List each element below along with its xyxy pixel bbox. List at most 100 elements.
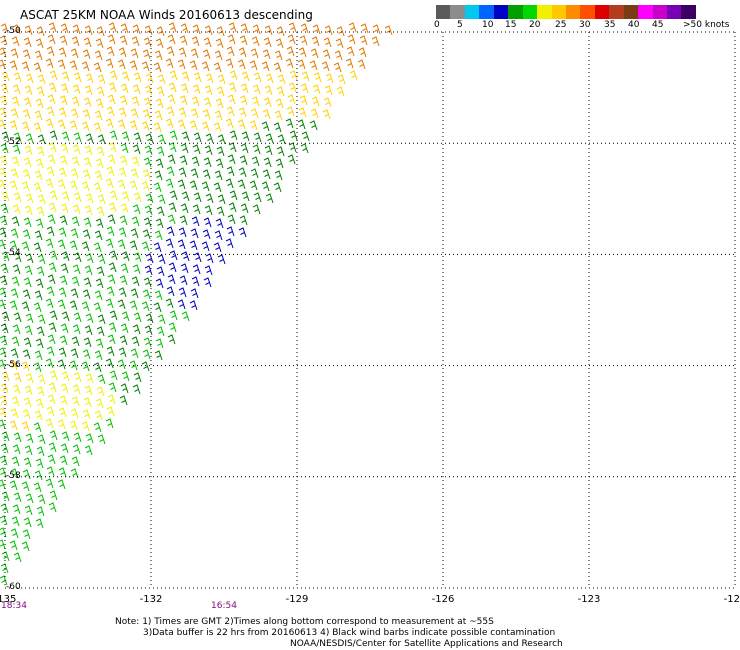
wind-barb	[93, 182, 102, 193]
wind-barb	[85, 193, 94, 204]
wind-barb	[21, 181, 30, 192]
wind-barb	[0, 167, 7, 178]
wind-barb	[33, 122, 42, 133]
wind-barb	[323, 37, 332, 48]
wind-barb	[249, 180, 258, 191]
wind-barb	[12, 204, 21, 215]
wind-barb	[82, 229, 91, 240]
wind-barb	[71, 156, 80, 167]
wind-barb	[274, 170, 283, 181]
wind-barb	[85, 373, 94, 384]
wind-barb	[131, 276, 140, 287]
wind-barb	[310, 48, 319, 59]
wind-barb	[70, 408, 79, 419]
wind-barb	[119, 335, 128, 346]
wind-barb	[156, 146, 165, 157]
wind-barb	[10, 228, 19, 239]
wind-barb	[157, 254, 166, 265]
wind-barb	[201, 181, 210, 192]
wind-barb	[1, 191, 10, 202]
wind-barb	[169, 310, 178, 321]
wind-barb	[81, 361, 90, 372]
wind-barb	[301, 71, 310, 82]
wind-barb	[22, 529, 31, 540]
wind-barb	[105, 118, 114, 129]
wind-barb	[118, 47, 127, 58]
wind-barb	[201, 61, 210, 72]
wind-barb	[130, 108, 139, 119]
wind-barb	[95, 338, 104, 349]
wind-barb	[239, 35, 248, 46]
wind-barb	[191, 156, 200, 167]
wind-barb	[273, 62, 282, 73]
wind-barb	[72, 264, 81, 275]
wind-barb	[324, 25, 333, 36]
wind-barb	[312, 24, 321, 35]
wind-barb	[109, 190, 118, 201]
wind-barb	[84, 145, 93, 156]
wind-barb	[312, 84, 321, 95]
wind-barb	[84, 445, 93, 456]
wind-barb	[287, 34, 296, 45]
wind-barb	[190, 288, 199, 299]
wind-barb	[358, 47, 367, 58]
legend-swatch	[594, 5, 610, 19]
wind-barb	[213, 122, 222, 133]
wind-barb	[0, 455, 8, 466]
wind-barb	[348, 22, 357, 33]
wind-barb	[45, 238, 54, 249]
legend-label: >50 knots	[683, 20, 730, 30]
legend-label: 25	[555, 20, 567, 30]
wind-barb	[241, 191, 250, 202]
wind-barb	[121, 251, 130, 262]
wind-barb	[132, 204, 141, 215]
wind-barb	[143, 277, 152, 288]
wind-barb	[85, 73, 94, 84]
wind-barb	[106, 166, 115, 177]
wind-barb	[154, 110, 163, 121]
wind-barb	[217, 194, 226, 205]
wind-barb	[35, 458, 44, 469]
legend-swatch	[623, 5, 639, 19]
wind-barb	[46, 466, 55, 477]
wind-barb	[189, 120, 198, 131]
longitude-tick-label: -126	[431, 594, 455, 605]
wind-barb	[12, 84, 21, 95]
wind-barb	[94, 50, 103, 61]
wind-barb	[117, 359, 126, 370]
wind-barb	[1, 551, 10, 562]
wind-barb	[11, 336, 20, 347]
wind-barb	[130, 48, 139, 59]
wind-barb	[9, 420, 18, 431]
wind-barb	[201, 241, 210, 252]
wind-barb	[169, 70, 178, 81]
wind-barb	[229, 70, 238, 81]
wind-barb	[154, 230, 163, 241]
wind-barb	[213, 242, 222, 253]
wind-barb	[276, 26, 285, 37]
wind-barb	[72, 144, 81, 155]
wind-barb	[178, 227, 187, 238]
wind-barb	[25, 493, 34, 504]
wind-barb	[264, 25, 273, 36]
wind-barb	[107, 34, 116, 45]
wind-barb	[153, 302, 162, 313]
wind-barb	[167, 94, 176, 105]
wind-barb	[96, 386, 105, 397]
wind-barb	[0, 47, 7, 58]
wind-barb	[226, 166, 235, 177]
wind-barb	[37, 314, 46, 325]
time-label: 16:54	[211, 601, 237, 611]
wind-barb	[193, 252, 202, 263]
wind-barb	[132, 324, 141, 335]
wind-barb	[61, 191, 70, 202]
wind-barb	[275, 38, 284, 49]
wind-barb	[333, 62, 342, 73]
wind-barb	[57, 359, 66, 370]
wind-barb	[177, 299, 186, 310]
wind-barb	[70, 168, 79, 179]
wind-barb	[359, 35, 368, 46]
wind-barb	[107, 94, 116, 105]
wind-barb	[84, 265, 93, 276]
wind-barb	[165, 58, 174, 69]
